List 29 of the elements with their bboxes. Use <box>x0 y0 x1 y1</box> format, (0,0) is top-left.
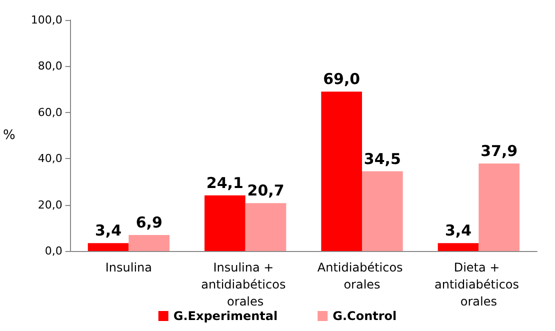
bar <box>245 203 286 251</box>
y-axis-title: % <box>2 128 16 143</box>
y-tick-label: 60,0 <box>38 106 62 119</box>
data-label: 20,7 <box>247 182 284 200</box>
bar <box>478 163 520 251</box>
data-label: 6,9 <box>136 214 162 232</box>
y-tick-label: 80,0 <box>38 60 62 73</box>
legend-label: G.Control <box>332 309 397 323</box>
x-tick-label: Insulina + antidiabéticos orales <box>201 260 290 308</box>
bar <box>88 243 129 251</box>
bar <box>438 243 479 251</box>
data-label: 3,4 <box>94 222 122 240</box>
data-label: 34,5 <box>364 150 401 168</box>
y-tick-label: 40,0 <box>38 152 62 166</box>
y-tick-label: 100,0 <box>30 14 62 26</box>
x-tick-label: Antidiabéticos orales <box>317 260 407 292</box>
data-label: 69,0 <box>323 70 360 88</box>
bar <box>321 92 362 251</box>
data-label: 37,9 <box>480 142 518 160</box>
bar <box>204 195 246 251</box>
bar <box>362 171 403 251</box>
y-tick-label: 0,0 <box>44 244 62 258</box>
bar <box>128 235 170 251</box>
y-tick-label: 20,0 <box>38 198 62 212</box>
x-tick-label: Insulina <box>105 260 152 274</box>
legend-label: G.Experimental <box>173 309 278 323</box>
data-label: 3,4 <box>444 222 472 240</box>
data-label: 24,1 <box>206 174 244 192</box>
x-tick-label: Dieta + antidiabéticos orales <box>434 260 523 308</box>
